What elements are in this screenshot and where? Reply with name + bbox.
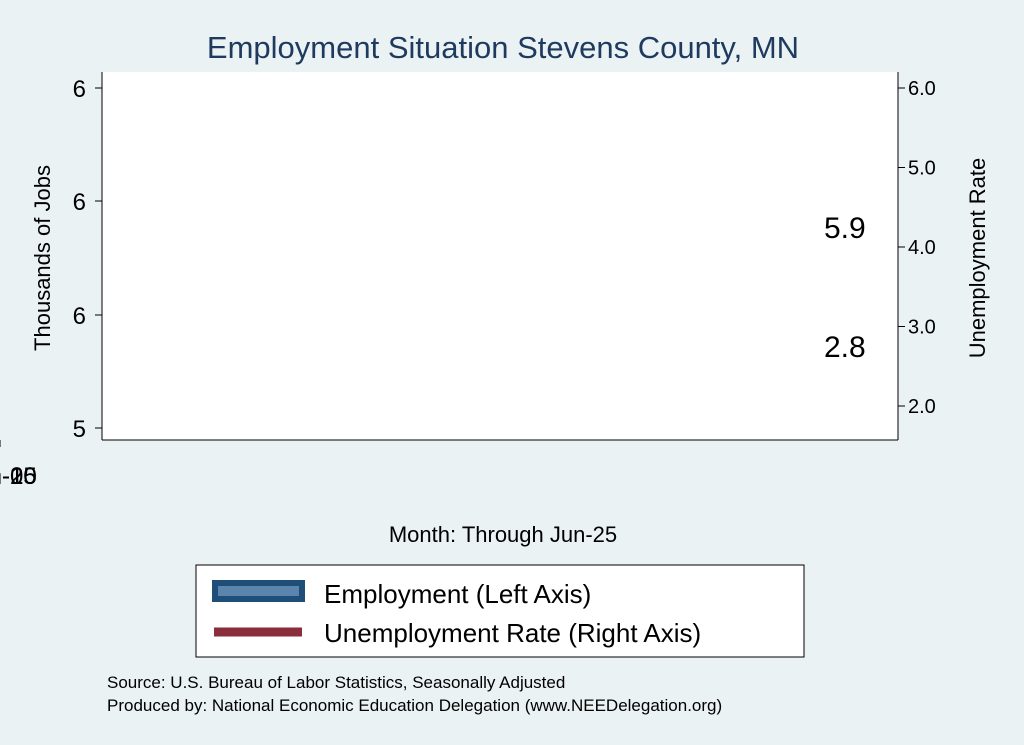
legend-swatch-employment-inner	[218, 586, 299, 596]
left-tick-label: 5	[73, 416, 86, 443]
x-tick-label: Jan-10	[0, 463, 37, 490]
unemployment-end-label: 2.8	[824, 331, 866, 364]
left-axis-title: Thousands of Jobs	[30, 165, 55, 351]
x-tick-label: Jan-15	[0, 463, 37, 490]
legend-label-employment: Employment (Left Axis)	[324, 579, 591, 609]
right-axis-title: Unemployment Rate	[965, 158, 990, 359]
legend-label-unemployment: Unemployment Rate (Right Axis)	[324, 618, 701, 648]
right-tick-label: 5.0	[908, 158, 936, 180]
left-tick-label: 6	[73, 189, 86, 216]
plot-area	[102, 72, 898, 440]
right-tick-label: 3.0	[908, 317, 936, 339]
legend: Employment (Left Axis) Unemployment Rate…	[195, 564, 805, 658]
chart-title: Employment Situation Stevens County, MN	[207, 30, 799, 65]
source-note: Source: U.S. Bureau of Labor Statistics,…	[107, 673, 565, 692]
right-tick-label: 6.0	[908, 78, 936, 100]
x-tick-label: Jan-05	[0, 463, 37, 490]
left-tick-label: 6	[73, 303, 86, 330]
producer-note: Produced by: National Economic Education…	[107, 696, 722, 715]
employment-end-label: 5.9	[824, 212, 866, 245]
left-tick-label: 6	[73, 76, 86, 103]
x-tick-label: Jan-20	[0, 463, 37, 490]
right-tick-label: 4.0	[908, 237, 936, 259]
x-axis-title: Month: Through Jun-25	[389, 522, 617, 547]
right-tick-label: 2.0	[908, 396, 936, 418]
axis-ticks: 5 6 6 6 2.0 3.0 4.0 5.0 6.0 Jan-05Jan-10Jan-15Jan…	[0, 76, 936, 490]
